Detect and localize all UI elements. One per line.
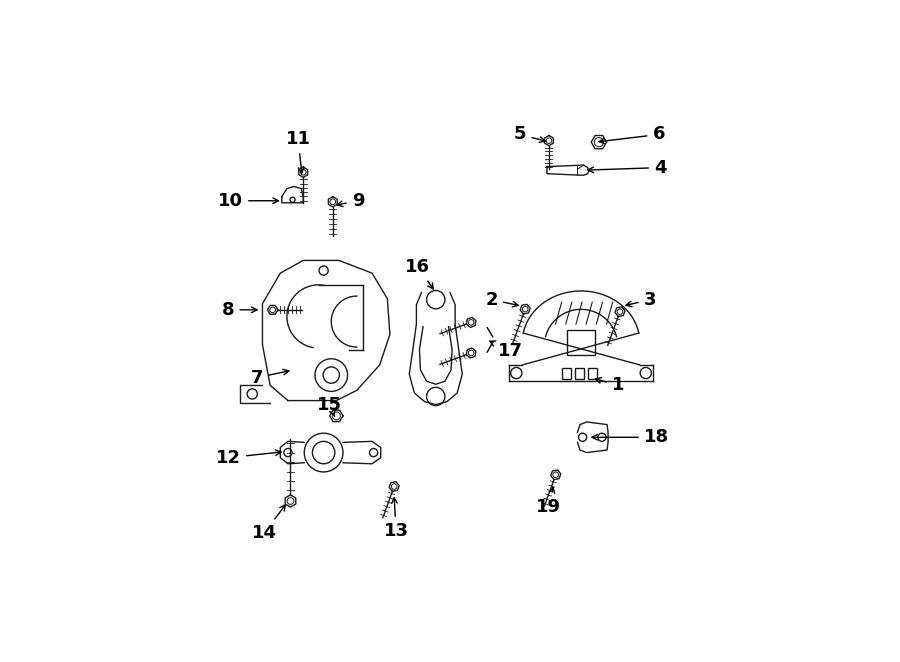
Text: 11: 11: [285, 130, 310, 173]
Text: 12: 12: [216, 449, 281, 467]
Text: 14: 14: [252, 505, 285, 542]
Bar: [589, 368, 598, 379]
Text: 15: 15: [317, 396, 342, 416]
Text: 9: 9: [337, 192, 365, 210]
Text: 6: 6: [599, 126, 665, 144]
Text: 13: 13: [383, 498, 409, 540]
Text: 4: 4: [588, 159, 666, 177]
Text: 8: 8: [221, 301, 257, 319]
Text: 10: 10: [218, 192, 278, 210]
Text: 5: 5: [514, 126, 545, 144]
Text: 17: 17: [490, 341, 523, 359]
Text: 7: 7: [251, 369, 289, 387]
Text: 3: 3: [626, 291, 656, 308]
Text: 1: 1: [596, 376, 624, 395]
Text: 19: 19: [536, 487, 562, 516]
Text: 18: 18: [592, 428, 669, 446]
Text: 2: 2: [485, 291, 518, 308]
Bar: [575, 368, 584, 379]
Bar: [567, 330, 595, 355]
Bar: [562, 368, 571, 379]
Text: 16: 16: [405, 258, 433, 289]
